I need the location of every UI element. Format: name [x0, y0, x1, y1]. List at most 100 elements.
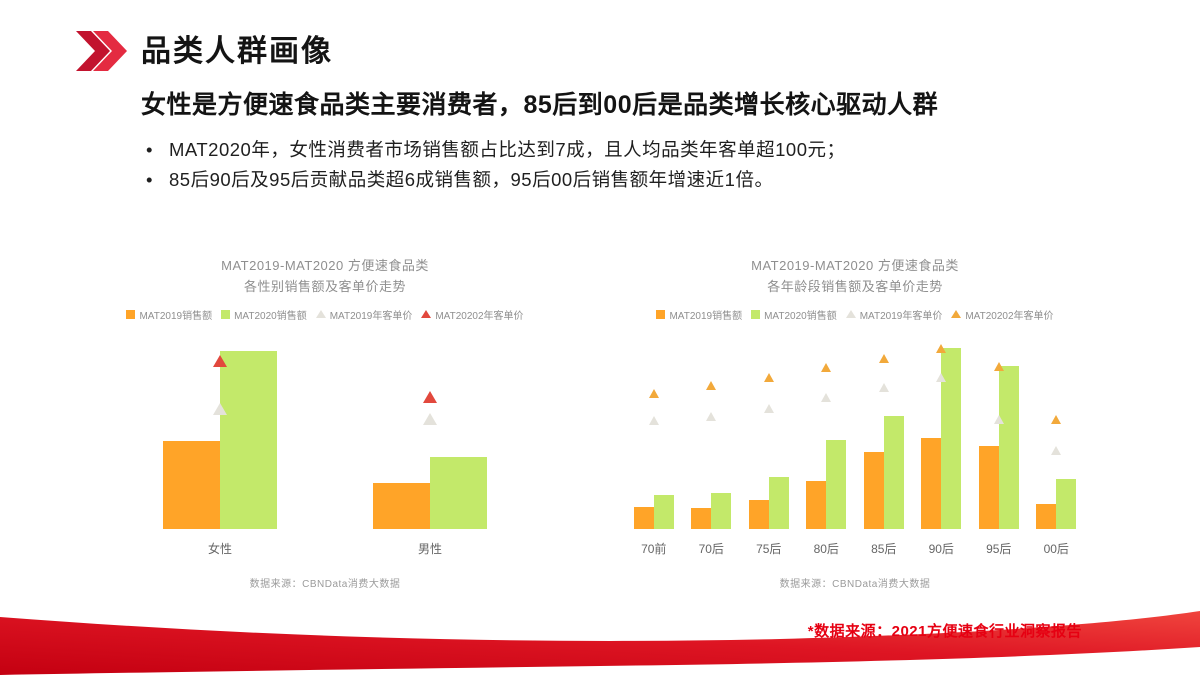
unit-price-marker-icon	[706, 412, 717, 421]
sales-bar	[921, 437, 942, 529]
sales-bar	[863, 451, 884, 529]
category-group: 女性	[115, 332, 325, 559]
unit-price-marker-icon	[821, 363, 832, 373]
header: 品类人群画像 女性是方便速食品类主要消费者，85后到00后是品类增长核心驱动人群…	[141, 26, 1141, 194]
sales-bar	[691, 508, 712, 529]
unit-price-marker-icon	[1051, 446, 1062, 456]
legend-square-icon	[221, 309, 231, 319]
sales-bar	[941, 348, 962, 529]
chart-legend: MAT2019销售额 MAT2020销售额 MAT2019年客单价 MAT20202年…	[115, 307, 535, 322]
sales-bar	[1036, 504, 1057, 529]
unit-price-marker-icon	[993, 414, 1004, 424]
legend-label: MAT2019年客单价	[329, 310, 413, 322]
unit-price-marker-icon	[878, 382, 889, 392]
category-label: 70前	[641, 541, 667, 556]
category-label: 85后	[871, 541, 897, 556]
unit-price-marker-icon	[763, 373, 774, 382]
chart-plot: 70前 70后 75后 80后 85后 90后 95后 00后	[625, 332, 1085, 559]
chart-title: MAT2019-MAT2020 方便速食品类 各性别销售额及客单价走势	[221, 258, 429, 294]
category-group: 95后	[970, 332, 1028, 559]
category-label: 00后	[1043, 541, 1069, 556]
legend-label: MAT2019销售额	[669, 310, 743, 322]
chart-plot: 女性 男性	[115, 332, 535, 559]
legend-label: MAT2020销售额	[764, 310, 837, 322]
bullet-item: MAT2020年，女性消费者市场销售额占比达到7成，且人均品类年客单超100元；	[141, 135, 1141, 165]
unit-price-marker-icon	[706, 380, 717, 390]
legend-label: MAT2019年客单价	[859, 310, 943, 322]
legend-label: MAT2019销售额	[139, 310, 213, 322]
legend-item: MAT2019销售额	[126, 307, 212, 322]
unit-price-marker-icon	[423, 391, 437, 403]
sales-bar	[883, 415, 904, 529]
unit-price-marker-icon	[993, 362, 1004, 372]
bottom-wave-decoration	[0, 611, 1200, 675]
unit-price-marker-icon	[763, 404, 774, 414]
category-group: 男性	[325, 332, 535, 559]
legend-square-icon	[656, 309, 666, 319]
unit-price-marker-icon	[213, 402, 227, 415]
category-group: 70后	[683, 332, 741, 559]
page-title: 品类人群画像	[141, 35, 333, 68]
unit-price-marker-icon	[936, 373, 947, 382]
legend-label: MAT20202年客单价	[965, 310, 1054, 322]
legend-triangle-icon	[315, 310, 326, 319]
chart-title: MAT2019-MAT2020 方便速食品类 各年龄段销售额及客单价走势	[751, 258, 959, 294]
unit-price-marker-icon	[213, 354, 227, 367]
bullet-list: MAT2020年，女性消费者市场销售额占比达到7成，且人均品类年客单超100元；…	[141, 135, 1141, 194]
sales-bar	[653, 494, 674, 529]
category-group: 00后	[1028, 332, 1086, 559]
chart-source: 数据来源：CBNData消费大数据	[249, 578, 401, 590]
legend-item: MAT2019年客单价	[845, 307, 943, 322]
sales-bar	[1056, 478, 1077, 529]
legend-item: MAT20202年客单价	[421, 307, 524, 322]
sales-bar	[633, 507, 654, 529]
subtitle: 女性是方便速食品类主要消费者，85后到00后是品类增长核心驱动人群	[141, 91, 939, 119]
sales-bar	[163, 440, 220, 529]
legend-triangle-icon	[421, 310, 432, 319]
sales-bar	[826, 439, 847, 529]
legend-square-icon	[751, 309, 761, 319]
sales-bar	[373, 482, 430, 529]
data-source-footnote: *数据来源：2021方便速食行业洞察报告	[807, 623, 1082, 640]
unit-price-marker-icon	[648, 415, 659, 425]
unit-price-marker-icon	[878, 353, 889, 363]
legend-item: MAT2019年客单价	[315, 307, 413, 322]
age-chart: MAT2019-MAT2020 方便速食品类 各年龄段销售额及客单价走势 MAT2…	[625, 256, 1085, 590]
category-group: 85后	[855, 332, 913, 559]
gender-chart: MAT2019-MAT2020 方便速食品类 各性别销售额及客单价走势 MAT20…	[115, 256, 535, 590]
unit-price-marker-icon	[1051, 414, 1062, 424]
sales-bar	[806, 480, 827, 529]
chart-legend: MAT2019销售额 MAT2020销售额 MAT2019年客单价 MAT20202年…	[625, 307, 1085, 322]
sales-bar	[220, 351, 277, 529]
category-group: 90后	[913, 332, 971, 559]
legend-square-icon	[126, 309, 136, 319]
unit-price-marker-icon	[936, 343, 947, 353]
bullet-item: 85后90后及95后贡献品类超6成销售额，95后00后销售额年增速近1倍。	[141, 165, 1141, 195]
sales-bar	[711, 492, 732, 529]
legend-label: MAT2020销售额	[234, 310, 307, 322]
unit-price-marker-icon	[423, 413, 437, 426]
legend-label: MAT20202年客单价	[435, 310, 524, 322]
charts-row: MAT2019-MAT2020 方便速食品类 各性别销售额及客单价走势 MAT20…	[0, 256, 1200, 590]
category-label: 70后	[698, 541, 724, 556]
legend-triangle-icon	[951, 310, 962, 319]
legend-item: MAT2020销售额	[221, 307, 307, 322]
category-label: 90后	[928, 541, 954, 556]
category-label: 男性	[417, 541, 442, 556]
sales-bar	[978, 445, 999, 529]
legend-triangle-icon	[845, 310, 856, 319]
unit-price-marker-icon	[821, 392, 832, 402]
category-label: 80后	[813, 541, 839, 556]
unit-price-marker-icon	[648, 388, 659, 398]
category-label: 75后	[756, 541, 782, 556]
legend-item: MAT2019销售额	[656, 307, 742, 322]
legend-item: MAT2020销售额	[751, 307, 837, 322]
category-group: 80后	[798, 332, 856, 559]
sales-bar	[430, 457, 487, 529]
category-label: 95后	[986, 541, 1012, 556]
legend-item: MAT20202年客单价	[951, 307, 1054, 322]
category-label: 女性	[207, 541, 232, 556]
chart-source: 数据来源：CBNData消费大数据	[779, 578, 931, 590]
sales-bar	[748, 500, 769, 529]
category-group: 75后	[740, 332, 798, 559]
